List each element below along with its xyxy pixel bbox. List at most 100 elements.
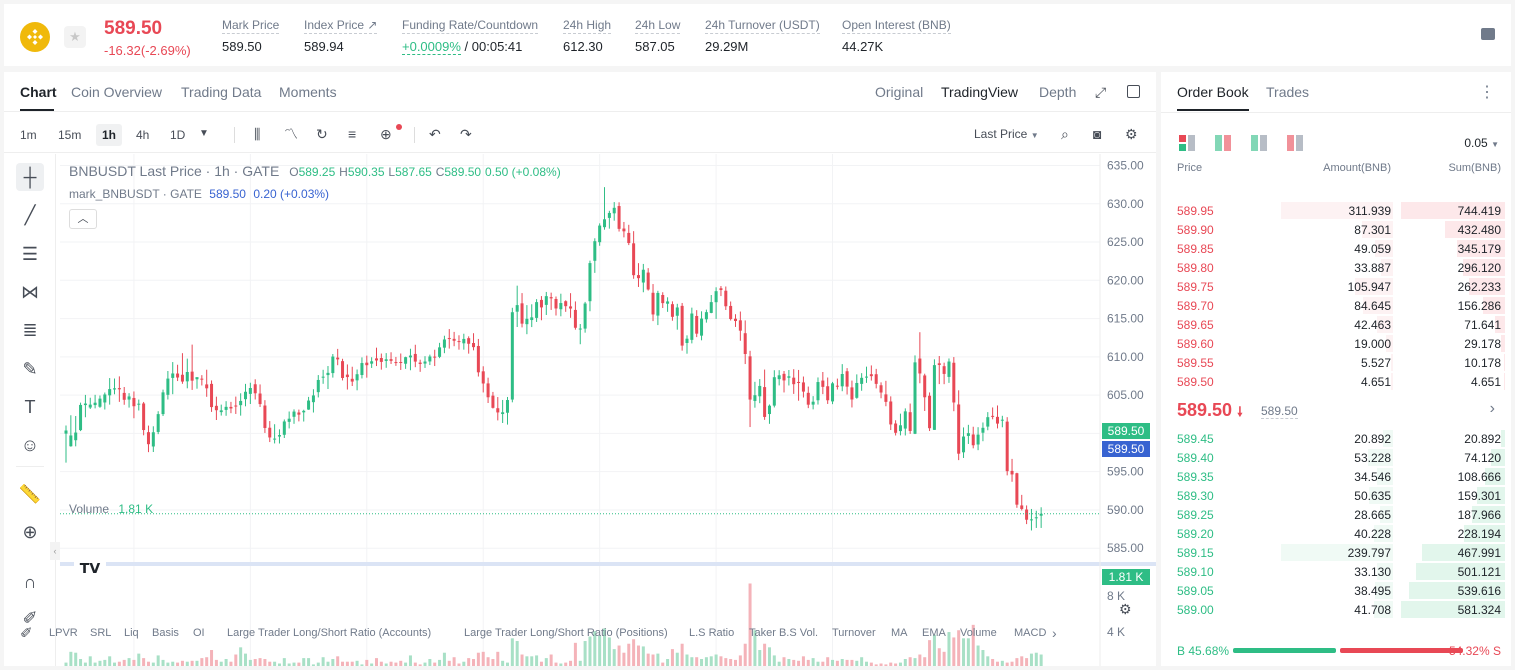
indicator-taker-b-s-vol-[interactable]: Taker B.S Vol. bbox=[749, 627, 819, 639]
tab-chart[interactable]: Chart bbox=[20, 84, 57, 100]
ask-row[interactable]: 589.50 4.651 4.651 bbox=[1161, 372, 1511, 391]
pattern-icon[interactable]: ⋈ bbox=[21, 282, 39, 302]
view-split-icon[interactable] bbox=[1215, 135, 1231, 151]
precision-dropdown[interactable]: 0.05 ▼ bbox=[1464, 136, 1499, 150]
bid-row[interactable]: 589.40 53.228 74.120 bbox=[1161, 448, 1511, 467]
ask-row[interactable]: 589.70 84.645 156.286 bbox=[1161, 296, 1511, 315]
ask-row[interactable]: 589.60 19.000 29.178 bbox=[1161, 334, 1511, 353]
settings-gear-icon[interactable]: ⚙ bbox=[1125, 126, 1138, 142]
ask-row[interactable]: 589.55 5.527 10.178 bbox=[1161, 353, 1511, 372]
trend-line-icon[interactable]: ╱ bbox=[24, 205, 36, 225]
timeframe-15m[interactable]: 15m bbox=[58, 128, 82, 142]
ask-row[interactable]: 589.80 33.887 296.120 bbox=[1161, 258, 1511, 277]
indicator-ema[interactable]: EMA bbox=[922, 627, 946, 639]
ask-row[interactable]: 589.75 105.947 262.233 bbox=[1161, 277, 1511, 296]
lock-drawing-icon[interactable]: ✐ bbox=[22, 608, 38, 628]
text-tool-icon[interactable]: T bbox=[24, 397, 36, 417]
fullscreen-icon[interactable]: ⤢ bbox=[1095, 84, 1107, 100]
price-type-dropdown[interactable]: Last Price ▼ bbox=[974, 126, 1039, 144]
chevron-right-icon[interactable]: › bbox=[1048, 625, 1057, 641]
zoom-in-icon[interactable]: ⊕ bbox=[22, 522, 38, 542]
indicators-icon[interactable]: 〽 bbox=[284, 126, 298, 142]
volume-bar bbox=[122, 659, 126, 666]
ask-row[interactable]: 589.85 49.059 345.179 bbox=[1161, 239, 1511, 258]
volume-bar bbox=[753, 630, 757, 666]
tab-moments[interactable]: Moments bbox=[279, 84, 337, 100]
ask-row[interactable]: 589.65 42.463 71.641 bbox=[1161, 315, 1511, 334]
camera-icon[interactable]: ◙ bbox=[1093, 126, 1102, 142]
bid-row[interactable]: 589.05 38.495 539.616 bbox=[1161, 581, 1511, 600]
candle-type-icon[interactable]: ⫼ bbox=[254, 126, 261, 142]
collapse-legend-button[interactable]: ︿ bbox=[69, 209, 97, 229]
volume-bar bbox=[457, 663, 461, 666]
indicator-srl[interactable]: SRL bbox=[90, 627, 112, 639]
chevron-down-icon[interactable]: ▼ bbox=[199, 128, 209, 139]
bid-row[interactable]: 589.25 28.665 187.966 bbox=[1161, 505, 1511, 524]
bid-row[interactable]: 589.15 239.797 467.991 bbox=[1161, 543, 1511, 562]
candle-body bbox=[792, 377, 796, 385]
view-bids-icon[interactable] bbox=[1251, 135, 1267, 151]
volume-bar bbox=[321, 657, 325, 666]
stat-index-price[interactable]: Index Price ↗ 589.94 bbox=[304, 18, 378, 54]
scroll-left-handle[interactable]: ‹ bbox=[50, 542, 60, 560]
book-icon[interactable] bbox=[1481, 28, 1495, 40]
mid-price[interactable]: 589.50 🠗 bbox=[1177, 400, 1243, 425]
chevron-right-icon[interactable]: › bbox=[1489, 400, 1495, 417]
indicator-liq[interactable]: Liq bbox=[124, 627, 139, 639]
indicator-macd[interactable]: MACD bbox=[1014, 627, 1047, 639]
brush-icon[interactable]: ✎ bbox=[22, 359, 38, 379]
horizontal-lines-icon[interactable]: ☰ bbox=[21, 244, 39, 264]
tab-coin-overview[interactable]: Coin Overview bbox=[71, 84, 163, 100]
indicator-oi[interactable]: OI bbox=[193, 627, 205, 639]
redo-icon[interactable]: ↷ bbox=[460, 126, 472, 142]
volume-bar bbox=[923, 657, 927, 666]
timeframe-1d[interactable]: 1D bbox=[170, 128, 186, 142]
view-tradingview[interactable]: TradingView bbox=[941, 84, 1019, 100]
timeframe-1h[interactable]: 1h bbox=[96, 124, 123, 146]
indicator-ma[interactable]: MA bbox=[891, 627, 908, 639]
view-original[interactable]: Original bbox=[875, 84, 924, 100]
indicator-lpvr[interactable]: LPVR bbox=[49, 627, 78, 639]
window-icon[interactable] bbox=[1127, 85, 1140, 98]
bid-row[interactable]: 589.30 50.635 159.301 bbox=[1161, 486, 1511, 505]
ruler-icon[interactable]: 📏 bbox=[18, 484, 42, 504]
search-icon[interactable]: ⌕ bbox=[1061, 126, 1069, 142]
template-icon[interactable]: ≡ bbox=[348, 126, 357, 142]
more-options-icon[interactable]: ⋮ bbox=[1479, 84, 1495, 101]
bid-row[interactable]: 589.10 33.130 501.121 bbox=[1161, 562, 1511, 581]
tab-trading-data[interactable]: Trading Data bbox=[181, 84, 262, 100]
candle-body bbox=[379, 358, 383, 362]
bid-row[interactable]: 589.45 20.892 20.892 bbox=[1161, 429, 1511, 448]
view-asks-icon[interactable] bbox=[1287, 135, 1303, 151]
timeframe-1m[interactable]: 1m bbox=[20, 128, 37, 142]
chart-settings-icon[interactable]: ⚙ bbox=[1119, 601, 1132, 617]
bid-row[interactable]: 589.35 34.546 108.666 bbox=[1161, 467, 1511, 486]
crosshair-icon[interactable]: ┼ bbox=[16, 163, 44, 191]
price-chart[interactable]: 635.00 630.00 625.00 620.00 615.00 610.00 605.… bbox=[4, 154, 1156, 666]
magnet-icon[interactable]: ∩ bbox=[23, 572, 37, 592]
tab-trades[interactable]: Trades bbox=[1266, 84, 1310, 100]
emoji-icon[interactable]: ☺ bbox=[20, 435, 40, 455]
indicator-basis[interactable]: Basis bbox=[152, 627, 179, 639]
refresh-icon[interactable]: ↻ bbox=[316, 126, 328, 142]
volume-value: 1.81 K bbox=[118, 502, 154, 516]
indicator-turnover[interactable]: Turnover bbox=[832, 627, 876, 639]
indicator-l-s-ratio[interactable]: L.S Ratio bbox=[689, 627, 735, 639]
ask-row[interactable]: 589.90 87.301 432.480 bbox=[1161, 220, 1511, 239]
favorite-star-icon[interactable]: ★ bbox=[64, 26, 86, 48]
fib-icon[interactable]: ≣ bbox=[22, 320, 38, 340]
tab-order-book[interactable]: Order Book bbox=[1177, 84, 1249, 100]
view-both-icon[interactable] bbox=[1179, 135, 1195, 151]
view-depth[interactable]: Depth bbox=[1039, 84, 1077, 100]
undo-icon[interactable]: ↶ bbox=[429, 126, 441, 142]
volume-bar bbox=[297, 662, 301, 666]
timeframe-4h[interactable]: 4h bbox=[136, 128, 150, 142]
bid-row[interactable]: 589.20 40.228 228.194 bbox=[1161, 524, 1511, 543]
indicator-large-trader-long-short-ratio-accounts-[interactable]: Large Trader Long/Short Ratio (Accounts) bbox=[227, 627, 432, 639]
add-indicator-icon[interactable]: ⊕ bbox=[380, 126, 392, 142]
indicator-large-trader-long-short-ratio-positions-[interactable]: Large Trader Long/Short Ratio (Positions… bbox=[464, 627, 668, 639]
ask-row[interactable]: 589.95 311.939 744.419 bbox=[1161, 201, 1511, 220]
bid-row[interactable]: 589.00 41.708 581.324 bbox=[1161, 600, 1511, 619]
indicator-volume[interactable]: Volume bbox=[960, 627, 997, 639]
edit-icon[interactable]: ✐ bbox=[20, 625, 33, 642]
